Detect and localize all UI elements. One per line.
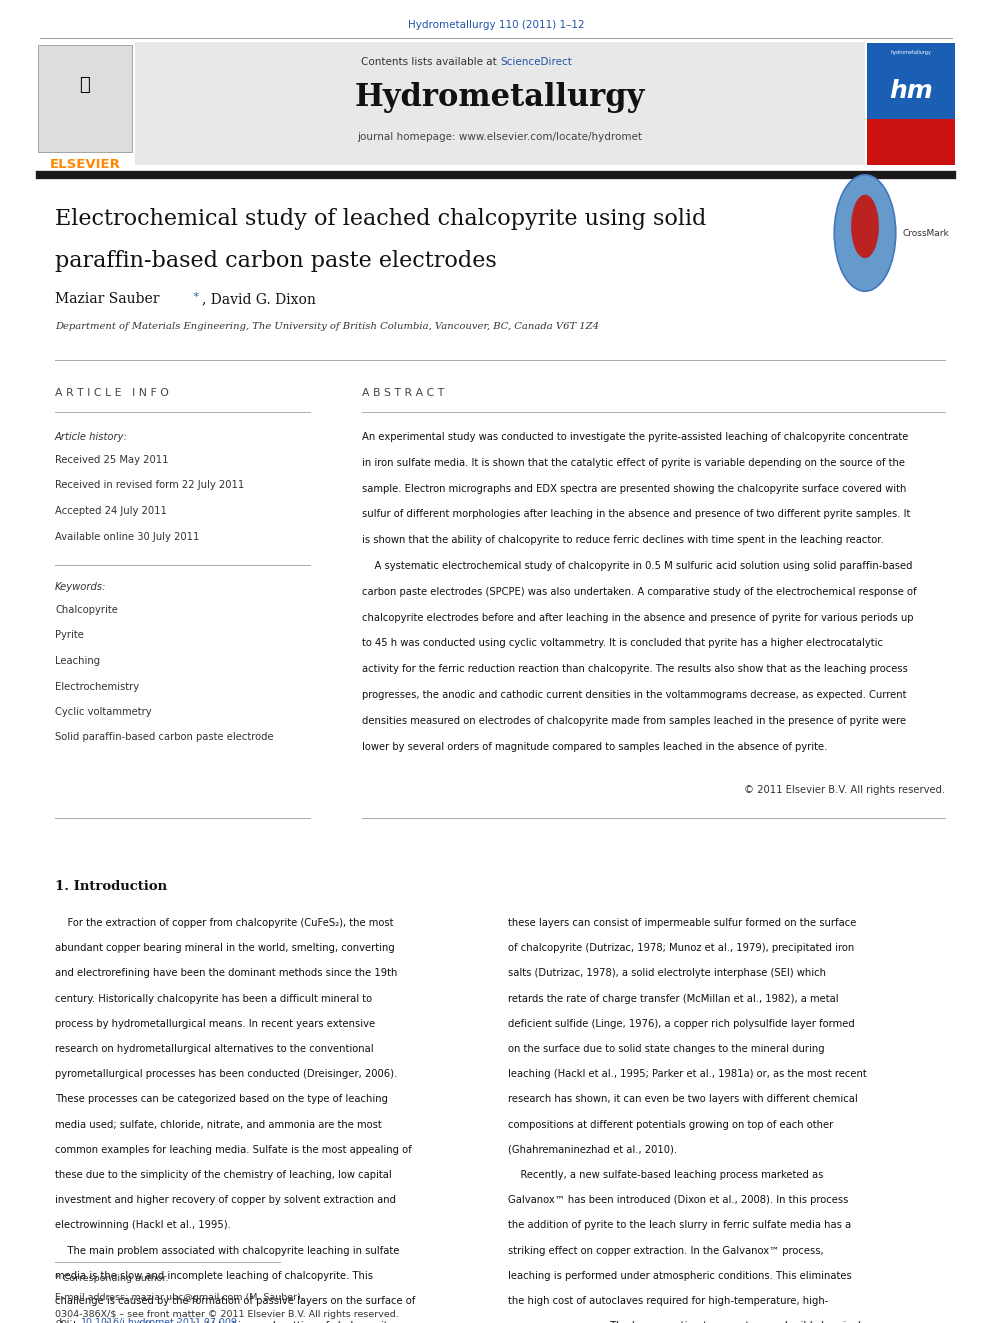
Text: Cyclic voltammetry: Cyclic voltammetry	[55, 706, 152, 717]
Text: salts (Dutrizac, 1978), a solid electrolyte interphase (SEI) which: salts (Dutrizac, 1978), a solid electrol…	[508, 968, 826, 979]
Text: Solid paraffin-based carbon paste electrode: Solid paraffin-based carbon paste electr…	[55, 733, 274, 742]
Text: investment and higher recovery of copper by solvent extraction and: investment and higher recovery of copper…	[55, 1195, 396, 1205]
Text: , David G. Dixon: , David G. Dixon	[201, 292, 315, 306]
Text: pyrometallurgical processes has been conducted (Dreisinger, 2006).: pyrometallurgical processes has been con…	[55, 1069, 397, 1080]
Text: chalcopyrite, and the potential blocking and wetting of chalcopyrite: chalcopyrite, and the potential blocking…	[55, 1322, 394, 1323]
Text: 1. Introduction: 1. Introduction	[55, 880, 167, 893]
Text: these due to the simplicity of the chemistry of leaching, low capital: these due to the simplicity of the chemi…	[55, 1170, 392, 1180]
Text: to 45 h was conducted using cyclic voltammetry. It is concluded that pyrite has : to 45 h was conducted using cyclic volta…	[362, 639, 883, 648]
Text: A B S T R A C T: A B S T R A C T	[362, 388, 444, 398]
Ellipse shape	[851, 194, 879, 258]
Text: Pyrite: Pyrite	[55, 631, 84, 640]
Text: challenge is caused by the formation of passive layers on the surface of: challenge is caused by the formation of …	[55, 1297, 416, 1306]
Text: Received 25 May 2011: Received 25 May 2011	[55, 455, 169, 464]
Text: These processes can be categorized based on the type of leaching: These processes can be categorized based…	[55, 1094, 388, 1105]
Text: the high cost of autoclaves required for high-temperature, high-: the high cost of autoclaves required for…	[508, 1297, 828, 1306]
Bar	[867, 119, 955, 165]
Text: Contents lists available at: Contents lists available at	[361, 57, 500, 67]
Bar	[867, 44, 955, 165]
Text: The main problem associated with chalcopyrite leaching in sulfate: The main problem associated with chalcop…	[55, 1245, 400, 1256]
Text: Accepted 24 July 2011: Accepted 24 July 2011	[55, 505, 167, 516]
Text: 10.1016/j.hydromet.2011.07.009: 10.1016/j.hydromet.2011.07.009	[80, 1318, 238, 1323]
Text: hydrometallurgy: hydrometallurgy	[891, 50, 931, 54]
Text: media is the slow and incomplete leaching of chalcopyrite. This: media is the slow and incomplete leachin…	[55, 1271, 373, 1281]
Text: in iron sulfate media. It is shown that the catalytic effect of pyrite is variab: in iron sulfate media. It is shown that …	[362, 458, 905, 468]
Text: common examples for leaching media. Sulfate is the most appealing of: common examples for leaching media. Sulf…	[55, 1144, 412, 1155]
Text: deficient sulfide (Linge, 1976), a copper rich polysulfide layer formed: deficient sulfide (Linge, 1976), a coppe…	[508, 1019, 855, 1029]
Text: century. Historically chalcopyrite has been a difficult mineral to: century. Historically chalcopyrite has b…	[55, 994, 372, 1004]
Text: * Corresponding author.: * Corresponding author.	[55, 1274, 169, 1283]
Text: ELSEVIER: ELSEVIER	[50, 157, 120, 171]
Text: 🌳: 🌳	[79, 77, 90, 94]
Text: E-mail address: maziar.ubc@gmail.com (M. Sauber).: E-mail address: maziar.ubc@gmail.com (M.…	[55, 1293, 304, 1302]
Text: the addition of pyrite to the leach slurry in ferric sulfate media has a: the addition of pyrite to the leach slur…	[508, 1220, 851, 1230]
Text: lower by several orders of magnitude compared to samples leached in the absence : lower by several orders of magnitude com…	[362, 742, 827, 751]
Text: Received in revised form 22 July 2011: Received in revised form 22 July 2011	[55, 480, 244, 491]
Text: on the surface due to solid state changes to the mineral during: on the surface due to solid state change…	[508, 1044, 824, 1054]
Text: For the extraction of copper from chalcopyrite (CuFeS₂), the most: For the extraction of copper from chalco…	[55, 918, 394, 927]
Text: Leaching: Leaching	[55, 656, 100, 665]
Text: electrowinning (Hackl et al., 1995).: electrowinning (Hackl et al., 1995).	[55, 1220, 231, 1230]
Text: Galvanox™ has been introduced (Dixon et al., 2008). In this process: Galvanox™ has been introduced (Dixon et …	[508, 1195, 848, 1205]
Text: hm: hm	[889, 79, 932, 103]
Bar	[135, 42, 865, 165]
Text: leaching (Hackl et al., 1995; Parker et al., 1981a) or, as the most recent: leaching (Hackl et al., 1995; Parker et …	[508, 1069, 867, 1080]
Text: media used; sulfate, chloride, nitrate, and ammonia are the most: media used; sulfate, chloride, nitrate, …	[55, 1119, 382, 1130]
Text: paraffin-based carbon paste electrodes: paraffin-based carbon paste electrodes	[55, 250, 497, 273]
Text: sample. Electron micrographs and EDX spectra are presented showing the chalcopyr: sample. Electron micrographs and EDX spe…	[362, 484, 907, 493]
Text: An experimental study was conducted to investigate the pyrite-assisted leaching : An experimental study was conducted to i…	[362, 433, 909, 442]
Text: carbon paste electrodes (SPCPE) was also undertaken. A comparative study of the : carbon paste electrodes (SPCPE) was also…	[362, 587, 917, 597]
Text: chalcopyrite electrodes before and after leaching in the absence and presence of: chalcopyrite electrodes before and after…	[362, 613, 914, 623]
Text: Department of Materials Engineering, The University of British Columbia, Vancouv: Department of Materials Engineering, The…	[55, 321, 599, 331]
Bar	[38, 45, 132, 152]
Text: abundant copper bearing mineral in the world, smelting, converting: abundant copper bearing mineral in the w…	[55, 943, 395, 953]
Text: Keywords:: Keywords:	[55, 582, 106, 591]
Text: Article history:: Article history:	[55, 433, 128, 442]
Text: densities measured on electrodes of chalcopyrite made from samples leached in th: densities measured on electrodes of chal…	[362, 716, 906, 726]
Text: doi:: doi:	[55, 1318, 72, 1323]
Text: journal homepage: www.elsevier.com/locate/hydromet: journal homepage: www.elsevier.com/locat…	[357, 132, 643, 142]
Text: progresses, the anodic and cathodic current densities in the voltammograms decre: progresses, the anodic and cathodic curr…	[362, 691, 907, 700]
Text: 0304-386X/$ – see front matter © 2011 Elsevier B.V. All rights reserved.: 0304-386X/$ – see front matter © 2011 El…	[55, 1310, 399, 1319]
Text: (Ghahremaninezhad et al., 2010).: (Ghahremaninezhad et al., 2010).	[508, 1144, 678, 1155]
Text: Hydrometallurgy: Hydrometallurgy	[355, 82, 645, 112]
Text: of chalcopyrite (Dutrizac, 1978; Munoz et al., 1979), precipitated iron: of chalcopyrite (Dutrizac, 1978; Munoz e…	[508, 943, 854, 953]
Text: A systematic electrochemical study of chalcopyrite in 0.5 M sulfuric acid soluti: A systematic electrochemical study of ch…	[362, 561, 913, 572]
Text: Chalcopyrite: Chalcopyrite	[55, 605, 118, 615]
Text: Recently, a new sulfate-based leaching process marketed as: Recently, a new sulfate-based leaching p…	[508, 1170, 823, 1180]
Text: pressure processes. The low operating temperature and mild chemical: pressure processes. The low operating te…	[508, 1322, 861, 1323]
Text: sulfur of different morphologies after leaching in the absence and presence of t: sulfur of different morphologies after l…	[362, 509, 911, 520]
Text: activity for the ferric reduction reaction than chalcopyrite. The results also s: activity for the ferric reduction reacti…	[362, 664, 908, 675]
Text: and electrorefining have been the dominant methods since the 19th: and electrorefining have been the domina…	[55, 968, 398, 979]
Text: these layers can consist of impermeable sulfur formed on the surface: these layers can consist of impermeable …	[508, 918, 856, 927]
Text: Available online 30 July 2011: Available online 30 July 2011	[55, 532, 199, 541]
Text: Maziar Sauber: Maziar Sauber	[55, 292, 160, 306]
Text: *: *	[189, 292, 199, 302]
Text: research on hydrometallurgical alternatives to the conventional: research on hydrometallurgical alternati…	[55, 1044, 374, 1054]
Text: compositions at different potentials growing on top of each other: compositions at different potentials gro…	[508, 1119, 833, 1130]
Text: Electrochemistry: Electrochemistry	[55, 681, 139, 692]
Text: Electrochemical study of leached chalcopyrite using solid: Electrochemical study of leached chalcop…	[55, 208, 706, 230]
Text: process by hydrometallurgical means. In recent years extensive: process by hydrometallurgical means. In …	[55, 1019, 375, 1029]
Text: striking effect on copper extraction. In the Galvanox™ process,: striking effect on copper extraction. In…	[508, 1245, 823, 1256]
Text: leaching is performed under atmospheric conditions. This eliminates: leaching is performed under atmospheric …	[508, 1271, 852, 1281]
Text: Hydrometallurgy 110 (2011) 1–12: Hydrometallurgy 110 (2011) 1–12	[408, 20, 584, 30]
Text: © 2011 Elsevier B.V. All rights reserved.: © 2011 Elsevier B.V. All rights reserved…	[744, 785, 945, 795]
Text: ScienceDirect: ScienceDirect	[500, 57, 571, 67]
Text: CrossMark: CrossMark	[903, 229, 949, 238]
Ellipse shape	[834, 175, 896, 291]
Text: A R T I C L E   I N F O: A R T I C L E I N F O	[55, 388, 169, 398]
Text: research has shown, it can even be two layers with different chemical: research has shown, it can even be two l…	[508, 1094, 858, 1105]
Text: retards the rate of charge transfer (McMillan et al., 1982), a metal: retards the rate of charge transfer (McM…	[508, 994, 838, 1004]
Text: is shown that the ability of chalcopyrite to reduce ferric declines with time sp: is shown that the ability of chalcopyrit…	[362, 536, 884, 545]
